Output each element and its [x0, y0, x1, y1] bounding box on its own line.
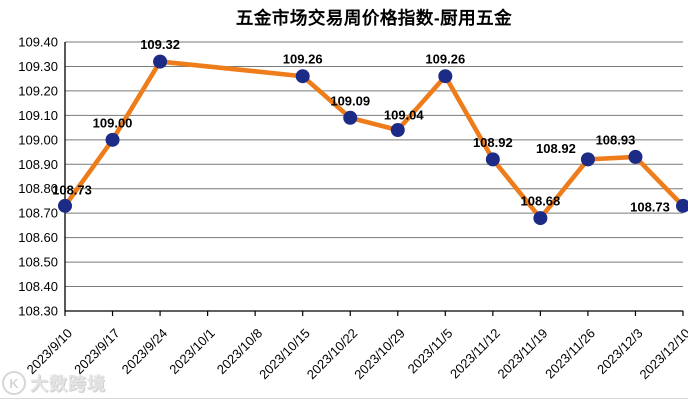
data-point-label: 109.00 [93, 115, 133, 130]
x-axis-label: 2023/11/12 [447, 326, 503, 382]
x-axis-label: 2023/9/24 [119, 326, 171, 378]
data-point-label: 108.93 [596, 132, 636, 147]
data-point-marker [105, 132, 120, 147]
data-point-label: 109.32 [140, 37, 180, 52]
data-point-marker [153, 54, 168, 69]
data-point-label: 108.73 [52, 182, 92, 197]
y-axis-label: 108.40 [18, 279, 58, 294]
data-point-marker [485, 152, 500, 167]
data-point-marker [628, 149, 643, 164]
data-point-label: 108.73 [630, 199, 670, 214]
y-axis-label: 108.90 [18, 157, 58, 172]
x-axis-label: 2023/10/15 [256, 326, 313, 383]
data-point-label: 109.09 [330, 93, 370, 108]
data-point-marker [438, 69, 453, 84]
x-axis-label: 2023/10/1 [166, 326, 218, 378]
x-axis-label: 2023/9/17 [71, 326, 123, 378]
y-axis-label: 108.50 [18, 255, 58, 270]
data-point-marker [390, 123, 405, 138]
y-axis-label: 109.30 [18, 59, 58, 74]
y-axis-label: 109.40 [18, 35, 58, 50]
x-axis-label: 2023/12/10 [636, 326, 688, 383]
x-axis-label: 2023/9/10 [24, 326, 76, 378]
y-axis-label: 109.00 [18, 132, 58, 147]
y-axis-label: 109.10 [18, 108, 58, 123]
data-point-label: 109.04 [384, 108, 425, 123]
data-point-marker [58, 198, 72, 213]
y-axis-label: 108.30 [18, 304, 58, 319]
y-axis-label: 108.60 [18, 230, 58, 245]
data-point-marker [295, 69, 310, 84]
bottom-divider-line [0, 398, 688, 399]
data-point-label: 109.26 [283, 52, 323, 67]
chart-title: 五金市场交易周价格指数-厨用五金 [235, 8, 513, 28]
x-axis-label: 2023/11/19 [495, 326, 551, 382]
y-axis-label: 109.20 [18, 83, 58, 98]
data-point-label: 108.92 [473, 135, 513, 150]
data-point-marker [343, 110, 358, 125]
data-point-marker [580, 152, 595, 167]
x-axis-label: 2023/10/29 [351, 326, 408, 383]
data-point-label: 109.26 [425, 52, 465, 67]
data-point-label: 108.92 [536, 141, 576, 156]
y-axis-label: 108.80 [18, 181, 58, 196]
x-axis-label: 2023/11/26 [542, 326, 598, 382]
data-point-label: 108.68 [521, 194, 561, 209]
data-point-marker [533, 211, 548, 226]
y-axis-label: 108.70 [18, 206, 58, 221]
data-point-marker [676, 198, 688, 213]
series-line [62, 59, 686, 221]
x-axis-label: 2023/10/22 [304, 326, 361, 383]
